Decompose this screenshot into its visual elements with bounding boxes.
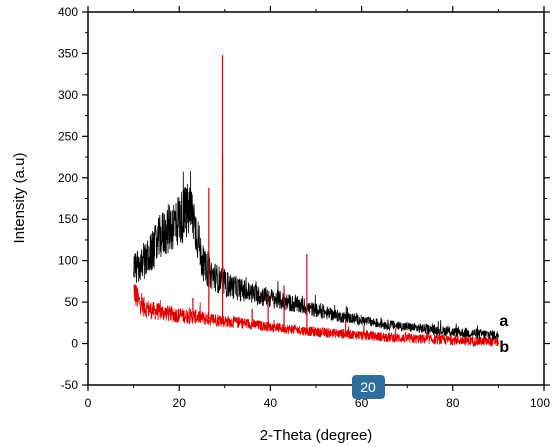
highlight-badge: 20 — [352, 375, 385, 399]
y-tick-label: 400 — [58, 5, 78, 19]
y-tick-label: 300 — [58, 88, 78, 102]
y-tick-label: 100 — [58, 254, 78, 268]
y-tick-label: 250 — [58, 129, 78, 143]
tick-labels: -50 0 50 100 150 200 250 300 350 400 0 20 40 60 80 100 — [58, 5, 550, 410]
highlight-badge-bg — [352, 375, 385, 399]
highlight-badge-text: 20 — [360, 379, 376, 395]
x-axis-title: 2-Theta (degree) — [260, 427, 373, 444]
x-tick-label: 0 — [85, 396, 92, 410]
y-tick-label: -50 — [61, 378, 79, 392]
series-line-a — [133, 171, 499, 341]
y-tick-label: 200 — [58, 171, 78, 185]
plot-frame — [87, 11, 545, 386]
x-tick-label: 60 — [355, 396, 369, 410]
y-tick-label: 50 — [65, 295, 79, 309]
ticks-layer — [82, 6, 550, 391]
x-tick-label: 20 — [173, 396, 187, 410]
series-layer — [133, 55, 499, 348]
y-tick-label: 150 — [58, 212, 78, 226]
series-label-a: a — [499, 313, 508, 330]
y-tick-label: 0 — [71, 337, 78, 351]
x-tick-label: 40 — [264, 396, 278, 410]
series-line-b — [133, 284, 499, 348]
y-tick-label: 350 — [58, 46, 78, 60]
x-tick-label: 100 — [530, 396, 550, 410]
x-tick-label: 80 — [446, 396, 460, 410]
series-label-b: b — [499, 339, 509, 356]
y-axis-title: Intensity (a.u) — [11, 153, 28, 244]
